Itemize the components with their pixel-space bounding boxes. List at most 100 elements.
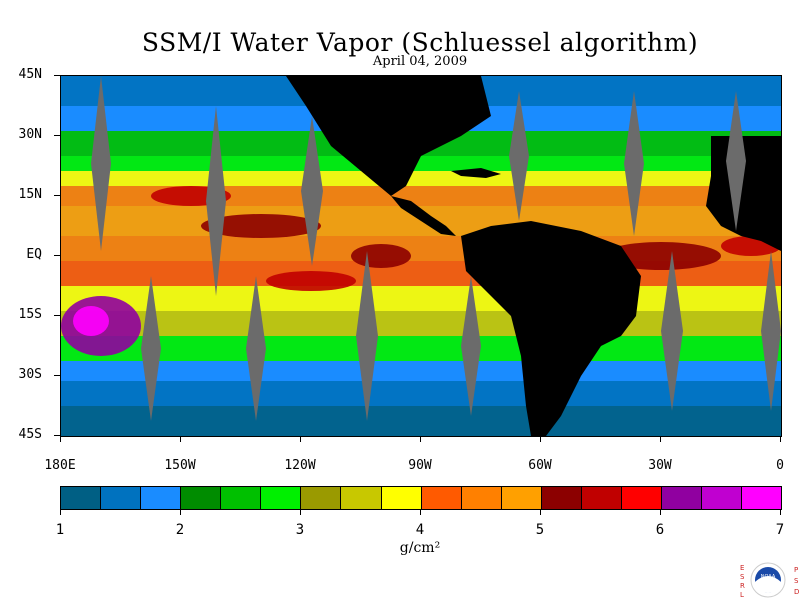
moisture-band: [61, 336, 781, 361]
lon-tick: [420, 436, 421, 442]
colorbar-label: 2: [175, 522, 185, 538]
lat-tick: [54, 315, 60, 316]
logo-center-text: NOAA: [761, 574, 776, 580]
lat-label: 15N: [18, 187, 42, 202]
lat-label: 15S: [18, 307, 42, 322]
colorbar-label: 6: [655, 522, 665, 538]
colorbar-swatch: [661, 487, 702, 509]
colorbar-swatch: [581, 487, 622, 509]
logo-letter: D: [794, 588, 799, 596]
lon-tick: [60, 436, 61, 442]
logo-letter: L: [740, 591, 744, 599]
colorbar-swatch: [541, 487, 582, 509]
lon-label: 60W: [528, 458, 552, 473]
colorbar-units: g/cm²: [399, 540, 441, 556]
moisture-patch: [73, 306, 109, 336]
lon-label: 90W: [408, 458, 432, 473]
colorbar-tick: [300, 509, 301, 515]
colorbar-swatch: [61, 487, 102, 509]
no-data-swath: [661, 251, 683, 411]
lat-label: EQ: [26, 247, 42, 262]
colorbar-swatch: [381, 487, 422, 509]
no-data-swath: [461, 276, 481, 416]
lat-label: 30N: [18, 127, 42, 142]
logo-letter: S: [740, 573, 745, 581]
moisture-band: [61, 286, 781, 311]
moisture-band: [61, 186, 781, 206]
colorbar-swatch: [421, 487, 462, 509]
map-canvas: [61, 76, 781, 436]
lat-tick: [54, 435, 60, 436]
colorbar-swatch: [341, 487, 382, 509]
no-data-swath: [356, 251, 378, 421]
noaa-esrl-psd-logo: E S R L NOAA P S D: [736, 560, 800, 600]
colorbar-swatch: [621, 487, 662, 509]
no-data-swath: [141, 276, 161, 421]
moisture-band: [61, 381, 781, 406]
no-data-swath: [509, 91, 529, 221]
colorbar-swatch: [301, 487, 342, 509]
lat-tick: [54, 75, 60, 76]
lon-tick: [780, 436, 781, 442]
lat-label: 45S: [18, 427, 42, 442]
water-vapor-map: [60, 75, 782, 437]
colorbar-tick: [660, 509, 661, 515]
moisture-band: [61, 361, 781, 381]
logo-letter: P: [794, 566, 798, 574]
moisture-band: [61, 311, 781, 336]
no-data-swath: [246, 276, 266, 421]
lat-label: 45N: [18, 67, 42, 82]
lon-label: 150W: [164, 458, 196, 473]
colorbar-swatch: [181, 487, 222, 509]
colorbar-swatch: [742, 487, 782, 509]
land-north-america: [286, 76, 491, 196]
lat-tick: [54, 255, 60, 256]
moisture-band: [61, 406, 781, 436]
lon-tick: [660, 436, 661, 442]
lat-tick: [54, 195, 60, 196]
land-central-america: [391, 196, 456, 236]
lon-label: 120W: [284, 458, 316, 473]
colorbar-label: 1: [55, 522, 65, 538]
colorbar-swatch: [141, 487, 182, 509]
no-data-swath: [761, 251, 781, 411]
colorbar-swatch: [461, 487, 502, 509]
colorbar-tick: [60, 509, 61, 515]
moisture-patch: [351, 244, 411, 268]
colorbar-tick: [780, 509, 781, 515]
moisture-band: [61, 156, 781, 171]
lon-label: 30W: [648, 458, 672, 473]
colorbar-tick: [420, 509, 421, 515]
no-data-swath: [91, 76, 111, 251]
colorbar-label: 3: [295, 522, 305, 538]
no-data-swath: [624, 91, 644, 236]
lon-tick: [300, 436, 301, 442]
colorbar-label: 5: [535, 522, 545, 538]
lat-tick: [54, 135, 60, 136]
colorbar-tick: [540, 509, 541, 515]
lon-tick: [180, 436, 181, 442]
no-data-swath: [206, 106, 226, 296]
colorbar-swatch: [101, 487, 142, 509]
logo-letter: E: [740, 564, 744, 572]
moisture-band: [61, 171, 781, 186]
logo-letter: R: [740, 582, 745, 590]
no-data-swath: [301, 116, 323, 266]
moisture-patch: [266, 271, 356, 291]
colorbar-swatch: [501, 487, 542, 509]
colorbar-label: 4: [415, 522, 425, 538]
colorbar-label: 7: [775, 522, 785, 538]
lon-label: 0: [776, 458, 784, 473]
land-africa: [706, 136, 781, 251]
land-south-america: [461, 221, 641, 436]
lon-tick: [540, 436, 541, 442]
no-data-swath: [726, 91, 746, 231]
lon-label: 180E: [44, 458, 76, 473]
map-title: SSM/I Water Vapor (Schluessel algorithm): [141, 28, 699, 57]
logo-letter: S: [794, 577, 799, 585]
map-date: April 04, 2009: [372, 54, 468, 69]
lat-tick: [54, 375, 60, 376]
colorbar-tick: [180, 509, 181, 515]
land-caribbean: [451, 168, 501, 178]
lat-label: 30S: [18, 367, 42, 382]
